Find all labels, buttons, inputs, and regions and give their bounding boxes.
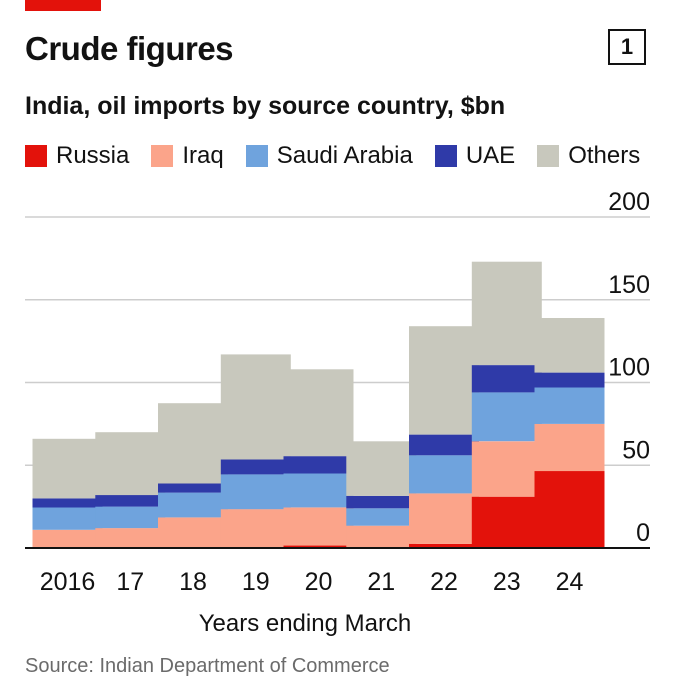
x-tick-label-2016: 2016 <box>40 568 96 596</box>
bar-17-uae <box>95 495 166 507</box>
bar-24-others <box>534 318 605 373</box>
bar-22-russia <box>409 543 479 548</box>
bar-17-iraq <box>95 528 166 548</box>
chart-title: Crude figures <box>25 30 234 67</box>
legend: Russia Iraq Saudi Arabia UAE Others <box>25 142 640 170</box>
bar-18-others <box>158 403 228 484</box>
bar-20-russia <box>283 545 354 548</box>
bar-24-iraq <box>534 423 605 472</box>
bar-19-uae <box>220 459 291 475</box>
bar-18-uae <box>158 483 228 493</box>
bar-2016-saudi-arabia <box>32 507 103 530</box>
legend-label-others: Others <box>568 142 641 169</box>
bar-17-saudi-arabia <box>95 506 166 529</box>
bar-19-others <box>220 354 291 460</box>
y-tick-label-150: 150 <box>608 271 650 299</box>
x-tick-label-23: 23 <box>493 568 521 596</box>
x-tick-label-17: 17 <box>116 568 144 596</box>
legend-item-iraq: Iraq <box>151 142 224 170</box>
bar-20-others <box>283 369 354 457</box>
chart-subtitle: India, oil imports by source country, $b… <box>25 92 506 120</box>
bar-24-saudi-arabia <box>534 387 605 424</box>
legend-swatch-iraq <box>151 145 174 167</box>
bar-21-saudi-arabia <box>346 508 417 526</box>
bar-23-saudi-arabia <box>471 392 542 442</box>
bar-22-uae <box>409 434 479 456</box>
legend-label-iraq: Iraq <box>182 142 224 169</box>
legend-item-uae: UAE <box>434 142 516 170</box>
x-tick-label-22: 22 <box>430 568 458 596</box>
legend-swatch-others <box>537 145 560 167</box>
bar-17-others <box>95 432 166 496</box>
y-tick-label-0: 0 <box>636 519 650 547</box>
chart-number-badge: 1 <box>608 29 646 65</box>
legend-item-others: Others <box>537 142 640 170</box>
bar-2016-uae <box>32 498 103 508</box>
source-note: Source: Indian Department of Commerce <box>25 655 390 677</box>
legend-swatch-russia <box>25 145 47 167</box>
bar-21-uae <box>346 495 417 509</box>
stacked-bar-chart: 0 50 100 150 200 2016 17 18 19 20 21 22 23 24 <box>25 188 650 596</box>
bar-2016-iraq <box>32 529 103 548</box>
x-tick-label-20: 20 <box>305 568 333 596</box>
bar-20-iraq <box>283 507 354 546</box>
bar-22-saudi-arabia <box>409 455 479 494</box>
brand-bar <box>25 0 101 11</box>
x-tick-label-24: 24 <box>556 568 584 596</box>
legend-swatch-saudi-arabia <box>245 145 268 167</box>
bar-19-saudi-arabia <box>220 474 291 510</box>
bar-20-uae <box>283 456 354 474</box>
y-tick-label-100: 100 <box>608 354 650 382</box>
legend-label-russia: Russia <box>56 142 130 169</box>
bar-20-saudi-arabia <box>283 473 354 508</box>
bar-21-iraq <box>346 525 417 548</box>
bar-22-others <box>409 326 479 435</box>
bar-23-uae <box>471 365 542 393</box>
legend-label-uae: UAE <box>465 142 516 169</box>
bar-23-iraq <box>471 441 542 497</box>
legend-item-russia: Russia <box>25 142 129 170</box>
legend-item-saudi-arabia: Saudi Arabia <box>245 142 413 170</box>
legend-swatch-uae <box>434 145 457 167</box>
bar-24-uae <box>534 372 605 388</box>
legend-label-saudi-arabia: Saudi Arabia <box>276 142 413 169</box>
bar-19-iraq <box>220 509 291 548</box>
bar-21-others <box>346 441 417 496</box>
bar-18-saudi-arabia <box>158 492 228 518</box>
bar-18-iraq <box>158 517 228 548</box>
bar-23-others <box>471 261 542 366</box>
x-tick-label-19: 19 <box>242 568 270 596</box>
x-tick-label-21: 21 <box>367 568 395 596</box>
bar-24-russia <box>534 471 605 548</box>
bar-22-iraq <box>409 493 479 544</box>
bar-23-russia <box>471 496 542 548</box>
y-tick-label-50: 50 <box>622 436 650 464</box>
x-tick-label-18: 18 <box>179 568 207 596</box>
bar-2016-others <box>32 438 103 499</box>
y-tick-label-200: 200 <box>608 188 650 216</box>
x-axis-title: Years ending March <box>198 610 412 637</box>
